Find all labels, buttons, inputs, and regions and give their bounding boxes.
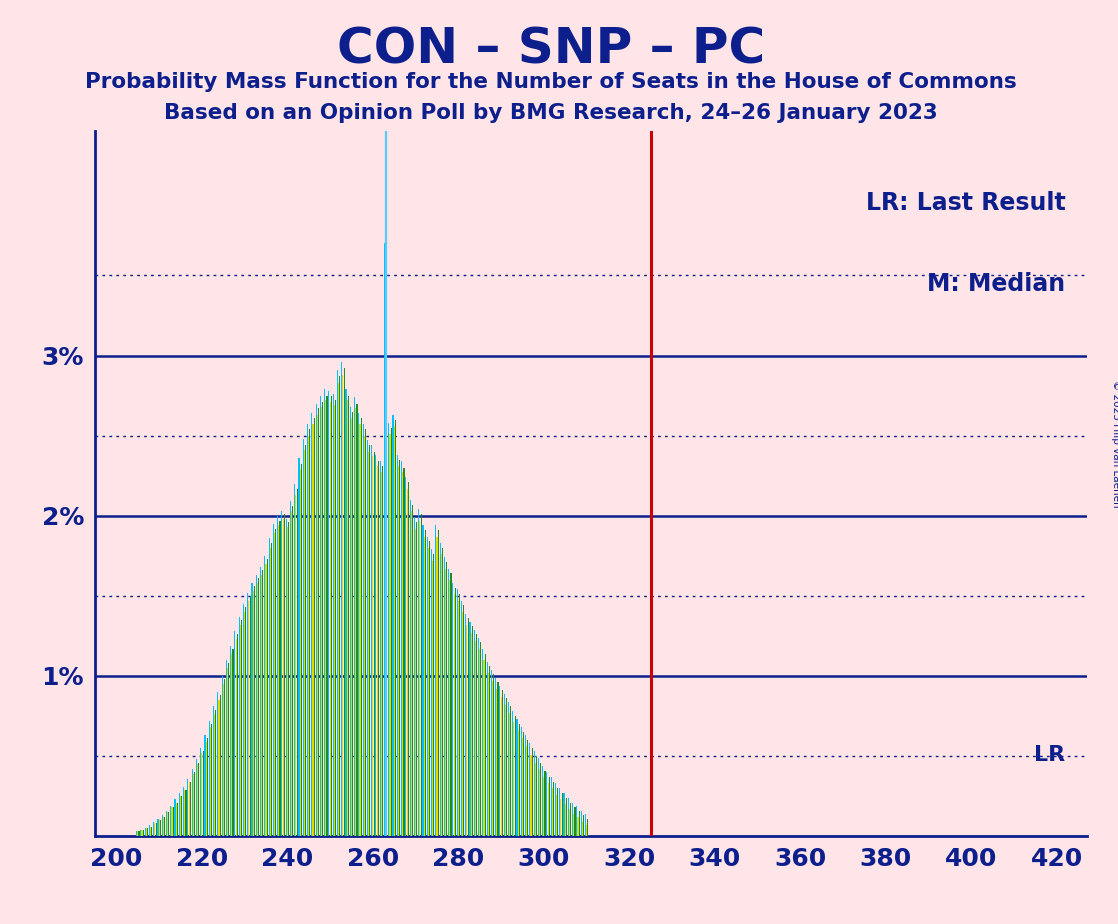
Text: CON – SNP – PC: CON – SNP – PC <box>337 26 766 74</box>
Text: LR: LR <box>1034 746 1065 765</box>
Text: Probability Mass Function for the Number of Seats in the House of Commons: Probability Mass Function for the Number… <box>85 72 1017 92</box>
Text: Based on an Opinion Poll by BMG Research, 24–26 January 2023: Based on an Opinion Poll by BMG Research… <box>164 103 938 124</box>
Text: LR: Last Result: LR: Last Result <box>865 191 1065 215</box>
Text: © 2023 Filip van Laenen: © 2023 Filip van Laenen <box>1111 380 1118 507</box>
Text: M: Median: M: Median <box>927 273 1065 297</box>
